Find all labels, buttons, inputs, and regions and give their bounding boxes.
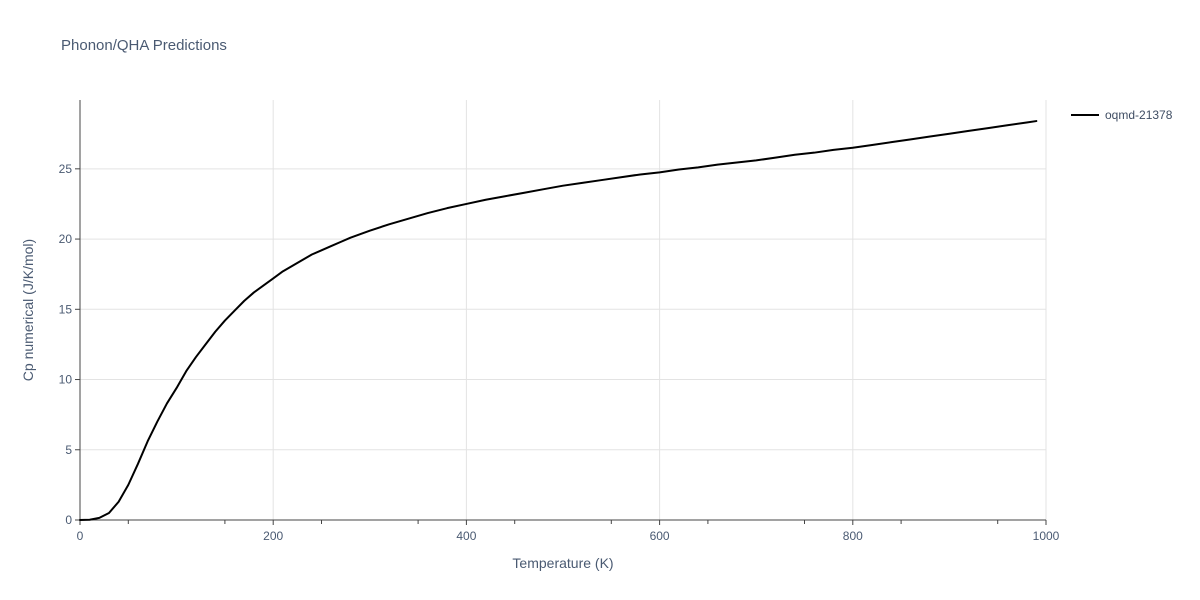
axes [75,100,1047,525]
chart-title: Phonon/QHA Predictions [61,37,227,54]
x-tick-label: 400 [456,529,476,543]
legend-label-oqmd-21378: oqmd-21378 [1105,108,1173,122]
y-tick-label: 5 [65,443,72,457]
series-layer [79,120,1038,521]
y-axis-title: Cp numerical (J/K/mol) [20,239,36,381]
y-tick-label: 15 [59,302,73,316]
x-tick-label: 1000 [1033,529,1060,543]
tick-labels: 0 200 400 600 800 1000 0 5 10 15 20 25 [59,162,1060,543]
grid-lines [80,100,1047,520]
y-tick-label: 0 [65,513,72,527]
x-tick-label: 800 [843,529,863,543]
y-tick-label: 25 [59,162,73,176]
x-tick-label: 200 [263,529,283,543]
x-axis-title: Temperature (K) [512,555,613,571]
y-tick-label: 10 [59,373,73,387]
legend[interactable]: oqmd-21378 [1071,108,1173,122]
y-tick-label: 20 [59,232,73,246]
x-tick-label: 600 [650,529,670,543]
series-line-oqmd-21378 [79,120,1038,521]
x-tick-label: 0 [77,529,84,543]
